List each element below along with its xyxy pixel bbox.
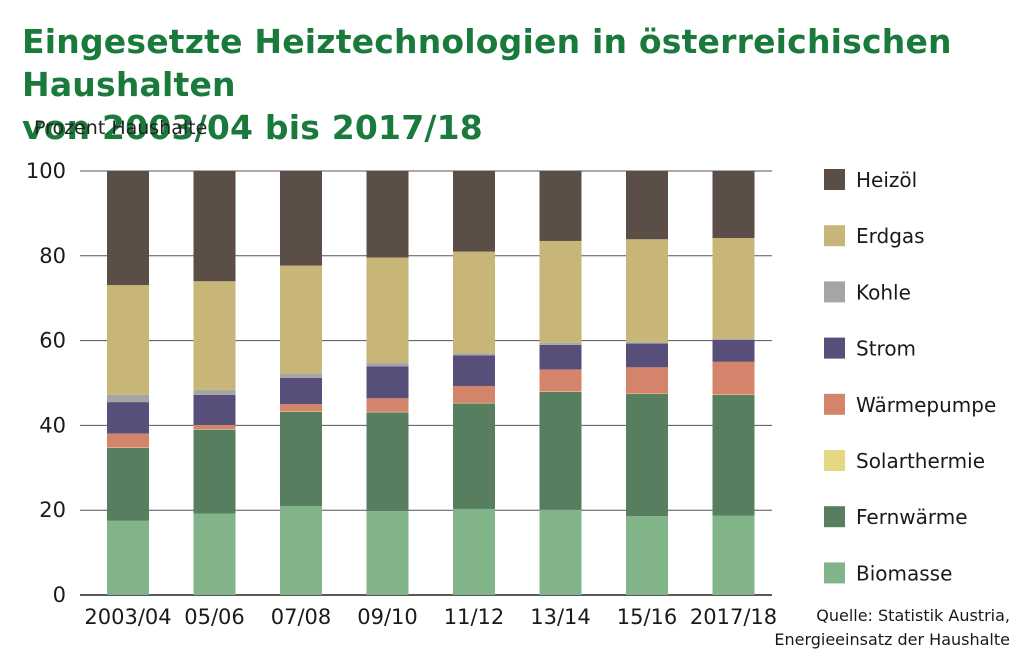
bar-segment (280, 171, 322, 266)
y-axis-label: Prozent Haushalte (34, 117, 208, 139)
legend-label: Strom (856, 337, 916, 361)
legend-label: Kohle (856, 280, 911, 304)
chart-title-line1: Eingesetzte Heiztechnologien in österrei… (22, 22, 952, 104)
bar-segment (366, 257, 409, 364)
legend-label: Wärmepumpe (856, 393, 996, 417)
bar-segment (193, 171, 236, 282)
legend-label: Fernwärme (856, 505, 968, 529)
bar-segment (453, 251, 495, 354)
bar-segment (193, 513, 236, 595)
bar-segment (539, 369, 582, 392)
bar-segment (107, 394, 149, 403)
x-tick-label: 05/06 (184, 605, 245, 629)
y-tick-label: 40 (39, 413, 66, 437)
bar-segment (193, 389, 236, 395)
bar-segment (193, 424, 236, 430)
bar-segment (366, 398, 409, 412)
bar-segment (626, 516, 668, 595)
legend-swatch (824, 337, 845, 359)
bar-segment (107, 171, 149, 286)
bar-segment (193, 281, 236, 390)
x-tick-label: 09/10 (357, 605, 418, 629)
bar-segment (539, 391, 582, 510)
x-tick-label: 13/14 (530, 605, 591, 629)
source-line2: Energieeinsatz der Haushalte (774, 630, 1010, 649)
y-tick-label: 20 (39, 498, 66, 522)
bar-segment (539, 342, 582, 345)
bar-segment (712, 394, 755, 516)
bar-segment (712, 339, 755, 362)
bar-segment (193, 394, 236, 425)
bar-segment (626, 342, 668, 344)
bar-segment (107, 285, 149, 395)
bar-segment (107, 433, 149, 448)
bar-segment (280, 411, 322, 506)
bar-segment (539, 344, 582, 370)
chart-title: Eingesetzte Heiztechnologien in österrei… (22, 20, 1024, 149)
bar-segment (453, 508, 495, 595)
x-tick-label: 15/16 (617, 605, 678, 629)
x-tick-label: 2003/04 (84, 605, 171, 629)
bar-segment (366, 412, 409, 512)
bar-segment (107, 402, 149, 434)
bar-segment (366, 511, 409, 595)
bar-segment (712, 515, 755, 595)
bar-segment (366, 363, 409, 367)
legend-swatch (824, 562, 845, 584)
legend-label: Biomasse (856, 561, 952, 585)
bar-segment (712, 338, 755, 340)
source-line1: Quelle: Statistik Austria, (816, 606, 1010, 625)
bar-segment (712, 237, 755, 339)
bar-segment (193, 429, 236, 514)
bar-segment (539, 240, 582, 343)
bar-segment (280, 377, 322, 405)
bar-segment (539, 171, 582, 241)
bar-segment (280, 404, 322, 412)
legend-swatch (824, 225, 845, 247)
bar-segment (626, 394, 668, 517)
bar-segment (453, 355, 495, 386)
bar-segment (712, 171, 755, 238)
x-tick-label: 2017/18 (690, 605, 777, 629)
bar-segment (107, 447, 149, 521)
bar-segment (280, 505, 322, 595)
y-tick-label: 100 (26, 159, 66, 183)
bar-segment (107, 520, 149, 595)
legend-label: Heizöl (856, 168, 917, 192)
y-tick-label: 60 (39, 329, 66, 353)
legend-swatch (824, 506, 845, 528)
y-tick-label: 80 (39, 244, 66, 268)
bar-segment (366, 171, 409, 258)
source-note: Quelle: Statistik Austria, Energieeinsat… (774, 604, 1010, 652)
legend-label: Solarthermie (856, 449, 985, 473)
bar-segment (453, 403, 495, 509)
x-tick-label: 07/08 (271, 605, 332, 629)
legend-swatch (824, 281, 845, 303)
legend-swatch (824, 450, 845, 471)
chart-title-line2: von 2003/04 bis 2017/18 (22, 108, 483, 147)
bar-segment (626, 343, 668, 368)
bar-segment (712, 361, 755, 395)
bar-segment (453, 171, 495, 252)
bar-segment (453, 353, 495, 356)
bar-segment (626, 171, 668, 240)
y-tick-label: 0 (53, 583, 66, 607)
legend-swatch (824, 393, 845, 415)
legend-swatch (824, 169, 845, 190)
bar-segment (453, 385, 495, 403)
bar-segment (280, 265, 322, 374)
x-tick-label: 11/12 (444, 605, 505, 629)
bar-segment (626, 239, 668, 343)
legend-label: Erdgas (856, 224, 925, 248)
bar-segment (626, 367, 668, 394)
bar-segment (539, 509, 582, 595)
bar-segment (366, 366, 409, 399)
bar-segment (280, 373, 322, 378)
